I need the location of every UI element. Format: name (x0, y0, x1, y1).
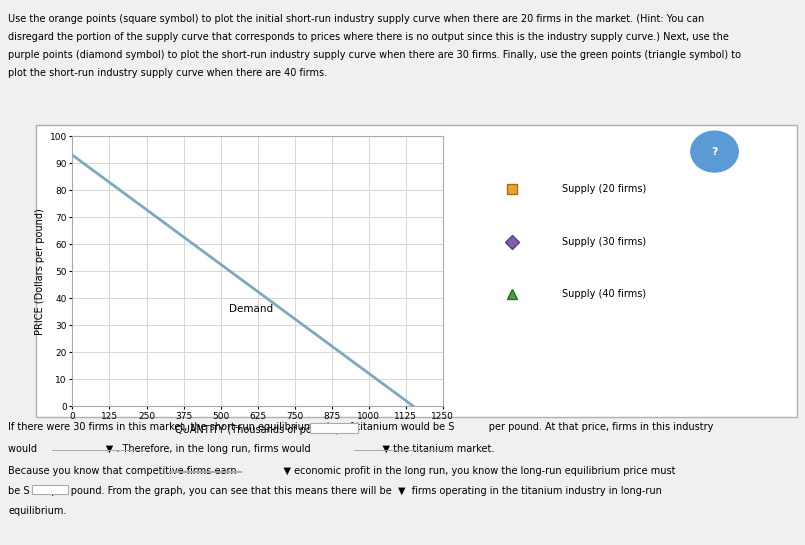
Text: Supply (40 firms): Supply (40 firms) (563, 289, 646, 299)
Text: Because you know that competitive firms earn               ▼ economic profit in : Because you know that competitive firms … (8, 466, 675, 476)
Text: ?: ? (712, 147, 718, 156)
Y-axis label: PRICE (Dollars per pound): PRICE (Dollars per pound) (35, 208, 45, 335)
Text: Supply (30 firms): Supply (30 firms) (563, 237, 646, 247)
Text: S: S (34, 485, 40, 495)
Text: Demand: Demand (229, 304, 274, 314)
Text: plot the short-run industry supply curve when there are 40 firms.: plot the short-run industry supply curve… (8, 68, 327, 77)
Circle shape (691, 131, 738, 172)
Text: disregard the portion of the supply curve that corresponds to prices where there: disregard the portion of the supply curv… (8, 32, 729, 41)
Text: Supply (20 firms): Supply (20 firms) (563, 185, 646, 195)
Text: purple points (diamond symbol) to plot the short-run industry supply curve when : purple points (diamond symbol) to plot t… (8, 50, 741, 59)
Text: be S       per pound. From the graph, you can see that this means there will be : be S per pound. From the graph, you can … (8, 486, 662, 496)
Text: Use the orange points (square symbol) to plot the initial short-run industry sup: Use the orange points (square symbol) to… (8, 14, 704, 23)
Text: would                      ▼ . Therefore, in the long run, firms would          : would ▼ . Therefore, in the long run, fi… (8, 444, 494, 454)
Text: If there were 30 firms in this market, the short-run equilibrium price of titani: If there were 30 firms in this market, t… (8, 422, 713, 432)
X-axis label: QUANTITY (Thousands of pounds): QUANTITY (Thousands of pounds) (175, 425, 340, 435)
Text: equilibrium.: equilibrium. (8, 506, 67, 516)
